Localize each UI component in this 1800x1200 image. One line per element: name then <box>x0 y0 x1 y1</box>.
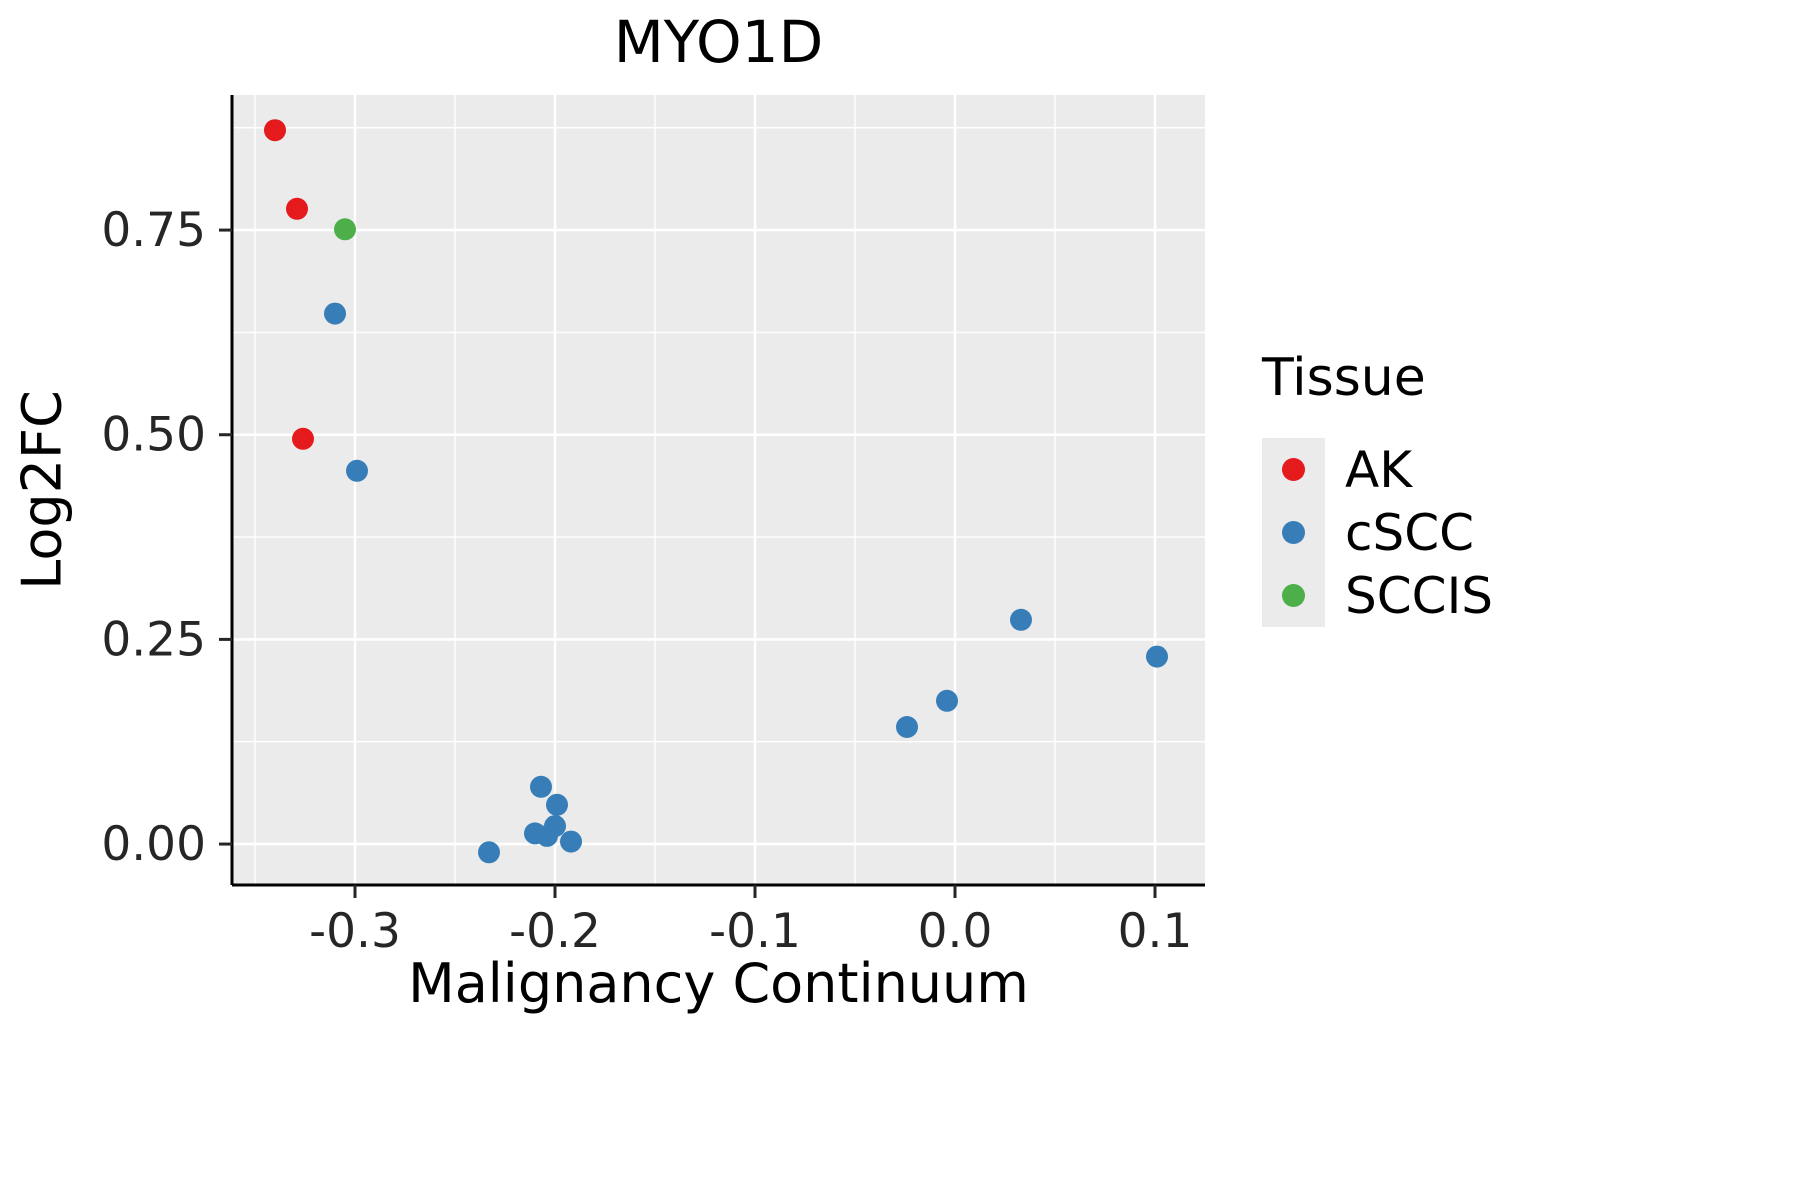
legend-key-box <box>1262 564 1325 627</box>
legend-entries: AK cSCC SCCIS <box>1262 438 1493 627</box>
x-tick-label: 0.1 <box>1118 904 1193 959</box>
legend-entry-ak: AK <box>1262 438 1493 501</box>
data-point-sccis <box>334 218 356 241</box>
legend: Tissue AK cSCC SCCIS <box>1262 348 1493 627</box>
y-tick-label: 0.25 <box>101 612 206 667</box>
x-tick-label: -0.2 <box>509 904 601 959</box>
data-point-ak <box>286 197 308 220</box>
x-tick-label: -0.1 <box>709 904 801 959</box>
legend-dot-icon <box>1282 458 1305 481</box>
data-point-cscc <box>1146 645 1168 668</box>
legend-label: SCCIS <box>1345 566 1494 625</box>
x-tick-label: 0.0 <box>918 904 993 959</box>
x-axis-label: Malignancy Continuum <box>408 952 1029 1015</box>
legend-key-box <box>1262 438 1325 501</box>
data-point-ak <box>292 427 314 450</box>
data-point-cscc <box>1010 608 1032 631</box>
chart-title: MYO1D <box>613 8 824 76</box>
data-point-cscc <box>544 815 566 838</box>
legend-label: cSCC <box>1345 503 1475 562</box>
legend-entry-cscc: cSCC <box>1262 501 1493 564</box>
legend-label: AK <box>1345 440 1412 499</box>
data-point-cscc <box>478 841 500 864</box>
y-tick-label: 0.50 <box>101 408 206 463</box>
y-tick-label: 0.75 <box>101 203 206 258</box>
data-point-ak <box>264 119 286 142</box>
data-point-cscc <box>560 830 582 853</box>
data-point-cscc <box>530 775 552 798</box>
data-point-cscc <box>346 459 368 482</box>
data-point-cscc <box>936 689 958 712</box>
x-tick-label: -0.3 <box>309 904 401 959</box>
legend-key-box <box>1262 501 1325 564</box>
legend-entry-sccis: SCCIS <box>1262 564 1493 627</box>
y-tick-label: 0.00 <box>101 817 206 872</box>
legend-dot-icon <box>1282 521 1305 544</box>
data-point-cscc <box>546 793 568 816</box>
data-point-cscc <box>324 302 346 325</box>
plot-panel <box>232 95 1205 885</box>
data-point-cscc <box>896 716 918 738</box>
legend-title: Tissue <box>1262 348 1426 408</box>
legend-dot-icon <box>1282 584 1305 607</box>
